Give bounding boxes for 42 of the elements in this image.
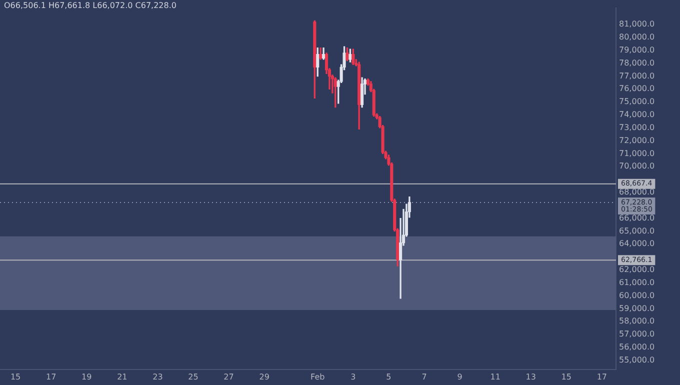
annotation: O66,506.1 H67,661.8 L66,072.0 C67,228.0	[4, 1, 176, 10]
y-tick-label: 75,000.0	[619, 97, 655, 106]
x-tick-label: 29	[259, 372, 270, 382]
x-tick-label: 15	[561, 372, 572, 382]
x-tick-label: 17	[596, 372, 608, 382]
x-tick-label: 15	[10, 372, 21, 382]
y-tick-label: 80,000.0	[619, 32, 655, 42]
x-tick-label: 3	[350, 372, 356, 382]
x-tick-label: 13	[526, 372, 536, 382]
y-tick-label: 77,000.0	[619, 71, 655, 80]
y-tick-label: 56,000.0	[619, 342, 655, 352]
y-tick-label: 65,000.0	[619, 226, 655, 236]
y-tick-label: 55,000.0	[619, 355, 655, 364]
y-tick-label: 60,000.0	[619, 290, 655, 300]
y-tick-label: 81,000.0	[619, 20, 655, 29]
y-tick-label: 70,000.0	[619, 162, 655, 171]
x-tick-label: 17	[46, 372, 56, 382]
x-tick-label: 27	[224, 372, 234, 382]
x-tick-label: 5	[386, 372, 392, 382]
x-tick-label: 23	[152, 372, 163, 382]
x-tick-label: Feb	[310, 372, 325, 382]
x-tick-label: 9	[457, 372, 462, 382]
y-tick-label: 59,000.0	[619, 304, 655, 313]
y-tick-label: 68,000.0	[619, 188, 655, 197]
x-tick-label: 7	[422, 372, 427, 382]
x-tick-label: 21	[117, 372, 128, 382]
y-tick-label: 57,000.0	[619, 330, 655, 339]
y-tick-label: 74,000.0	[619, 110, 655, 120]
y-tick-label: 64,000.0	[619, 239, 655, 248]
y-tick-label: 78,000.0	[619, 58, 655, 68]
y-tick-label: 72,000.0	[619, 136, 655, 145]
y-tick-label: 76,000.0	[619, 84, 655, 94]
y-tick-label: 79,000.0	[619, 45, 655, 54]
x-tick-label: 19	[82, 372, 92, 382]
y-tick-label: 73,000.0	[619, 122, 655, 132]
y-tick-label: 66,000.0	[619, 213, 655, 222]
x-tick-label: 25	[188, 372, 198, 382]
x-tick-label: 11	[490, 372, 500, 382]
y-tick-label: 61,000.0	[619, 278, 655, 287]
y-tick-label: 58,000.0	[619, 316, 655, 326]
y-tick-label: 62,000.0	[619, 265, 655, 274]
y-tick-label: 71,000.0	[619, 148, 655, 158]
